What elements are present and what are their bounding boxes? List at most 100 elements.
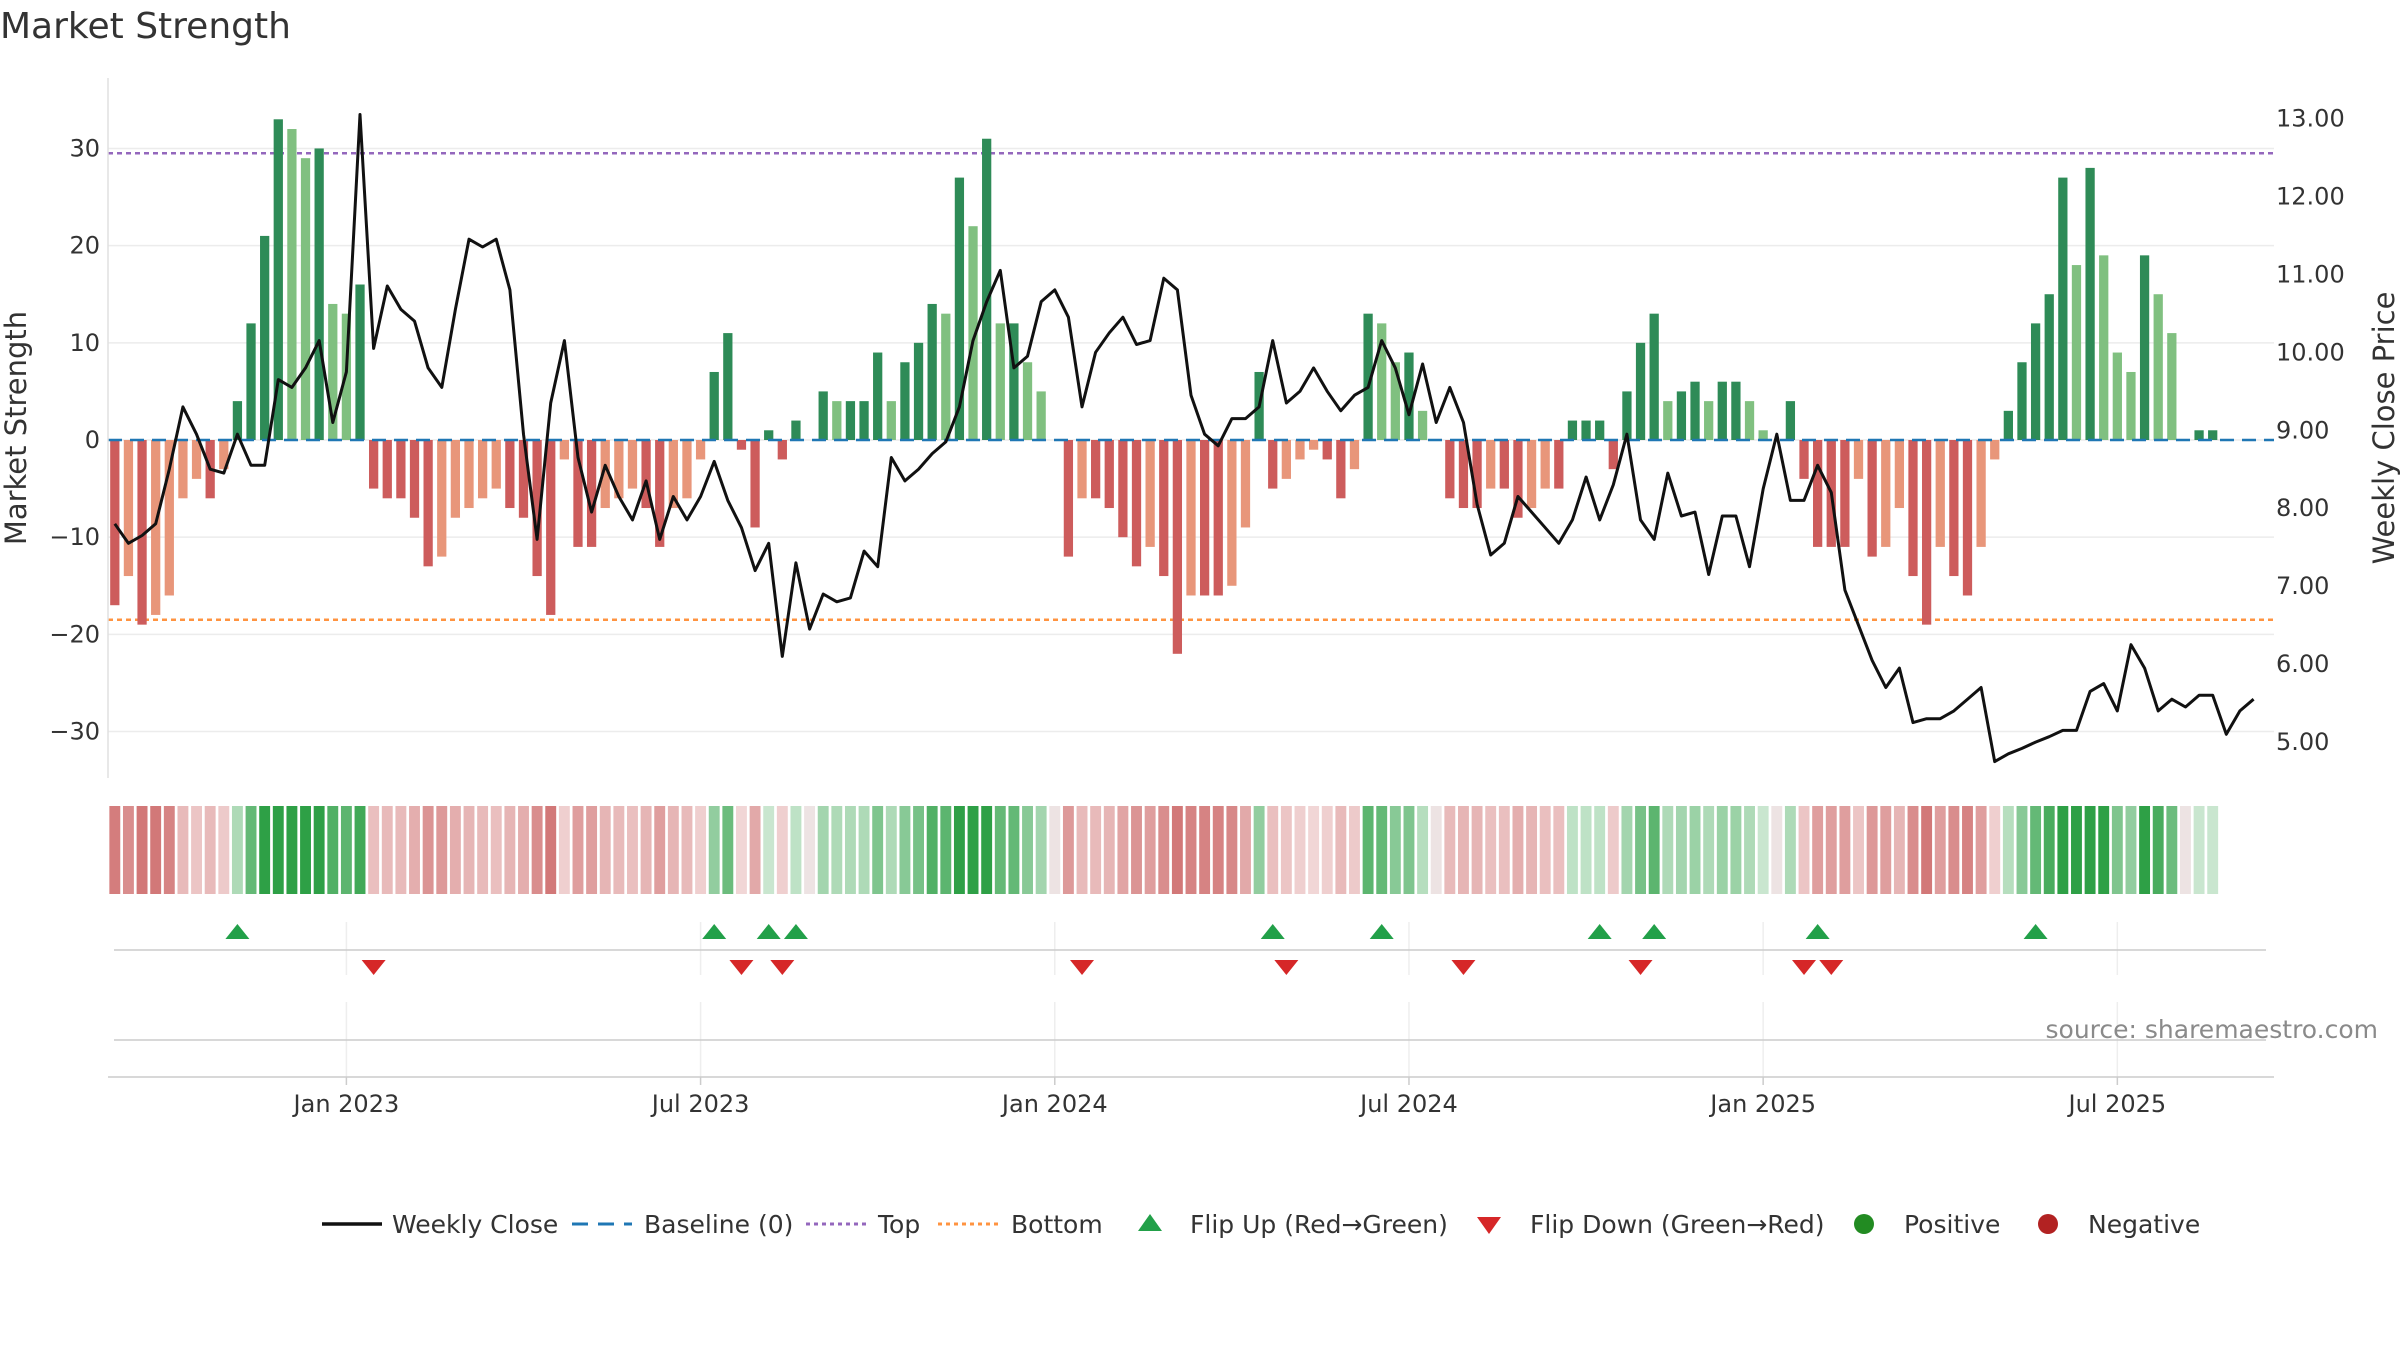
strength-bar — [1336, 440, 1346, 499]
strength-bar — [546, 440, 556, 615]
strength-bar — [191, 440, 202, 479]
strip-cell — [613, 806, 625, 894]
x-tick-label: Jan 2025 — [1708, 1090, 1816, 1118]
strip-cell — [1675, 806, 1687, 894]
strength-bar — [1009, 323, 1019, 440]
strength-bar — [464, 440, 474, 509]
strip-cell — [136, 806, 148, 894]
strip-cell — [449, 806, 461, 894]
strength-bar — [2003, 410, 2013, 440]
strip-cell — [1158, 806, 1170, 894]
y-left-tick-label: −30 — [49, 718, 100, 746]
strip-cell — [2071, 806, 2082, 894]
strength-heat-strip — [109, 806, 2219, 894]
strip-cell — [586, 806, 598, 894]
strip-cell — [1022, 806, 1033, 894]
strength-bar — [1458, 440, 1469, 509]
strength-bar — [1213, 440, 1223, 596]
legend-item-flip-down: Flip Down (Green→Red) — [1477, 1210, 1825, 1239]
strip-cell — [981, 806, 993, 894]
strip-cell — [1240, 806, 1251, 894]
strength-bar — [369, 440, 379, 489]
strength-bar — [1063, 440, 1074, 557]
strip-cell — [2016, 806, 2028, 894]
strength-bar — [382, 440, 392, 499]
strip-cell — [1989, 806, 2001, 894]
strength-bar — [1554, 440, 1564, 489]
legend-label: Negative — [2088, 1210, 2200, 1239]
strip-cell — [2166, 806, 2178, 894]
strip-cell — [2152, 806, 2164, 894]
y-right-tick-label: 9.00 — [2276, 416, 2329, 444]
strength-bar — [791, 420, 801, 440]
strip-cell — [2207, 806, 2219, 894]
strength-bar — [736, 440, 747, 450]
strength-bar — [2085, 167, 2095, 440]
strength-bar — [1172, 440, 1183, 654]
strip-cell — [1566, 806, 1578, 894]
weekly-close-line — [113, 113, 2255, 764]
strip-cell — [1934, 806, 1946, 894]
strength-bar — [437, 440, 447, 557]
strength-bar — [2208, 430, 2218, 440]
strip-cell — [1784, 806, 1796, 894]
strength-bar — [450, 440, 461, 518]
strip-cell — [1526, 806, 1538, 894]
strength-bar — [2126, 371, 2136, 440]
strip-cell — [109, 806, 121, 894]
strip-cell — [667, 806, 679, 894]
strength-bar — [1308, 440, 1319, 450]
strip-cell — [1921, 806, 1933, 894]
y-right-tick-label: 8.00 — [2276, 494, 2329, 522]
strip-cell — [1744, 806, 1755, 894]
strip-cell — [940, 806, 952, 894]
strip-cell — [1607, 806, 1619, 894]
strength-bar — [355, 284, 365, 440]
strip-cell — [1512, 806, 1524, 894]
strength-bar — [1145, 440, 1155, 547]
strip-cell — [708, 806, 720, 894]
y-left-tick-label: 20 — [69, 232, 100, 260]
flip-down-marker — [361, 960, 386, 975]
chart-title: Market Strength — [0, 6, 291, 47]
strip-cell — [1962, 806, 1973, 894]
strength-bar — [2194, 430, 2204, 440]
strength-bar — [777, 440, 787, 460]
strip-cell — [926, 806, 938, 894]
legend-swatch — [1477, 1217, 1501, 1234]
flip-up-marker — [702, 924, 727, 939]
flip-down-marker — [729, 960, 754, 975]
source-label: source: sharemaestro.com — [2046, 1015, 2379, 1044]
strength-bar — [1227, 440, 1237, 586]
strip-cell — [1621, 806, 1633, 894]
strip-cell — [1553, 806, 1565, 894]
strength-bar — [750, 440, 760, 528]
strength-bar — [246, 323, 256, 440]
strip-cell — [695, 806, 707, 894]
flip-down-marker — [1274, 960, 1299, 975]
x-tick-label: Jul 2024 — [1358, 1090, 1458, 1118]
strip-cell — [2139, 806, 2151, 894]
y-right-tick-label: 13.00 — [2276, 104, 2345, 132]
x-tick-label: Jul 2025 — [2067, 1090, 2167, 1118]
flip-up-marker — [756, 924, 781, 939]
y-right-tick-label: 12.00 — [2276, 182, 2345, 210]
strength-bar — [668, 440, 678, 509]
strength-bar — [2071, 265, 2082, 440]
strength-bar — [409, 440, 420, 518]
strip-cell — [422, 806, 434, 894]
legend-swatch — [1854, 1214, 1874, 1234]
strip-cell — [1294, 806, 1306, 894]
strength-bar — [1676, 391, 1687, 440]
axes: 30 20 10 0 −10 −20 −30 13.00 12.00 11.00 10.00 9.00… — [49, 78, 2345, 778]
strength-bar — [968, 226, 978, 440]
y-left-axis-title: Market Strength — [0, 311, 33, 545]
strip-cell — [1335, 806, 1347, 894]
strip-cell — [1471, 806, 1483, 894]
weekly-close-series — [113, 113, 2255, 764]
strength-bar — [627, 440, 638, 489]
x-tick-label: Jul 2023 — [650, 1090, 750, 1118]
strength-bar — [1935, 440, 1945, 547]
strength-bar — [1499, 440, 1509, 489]
